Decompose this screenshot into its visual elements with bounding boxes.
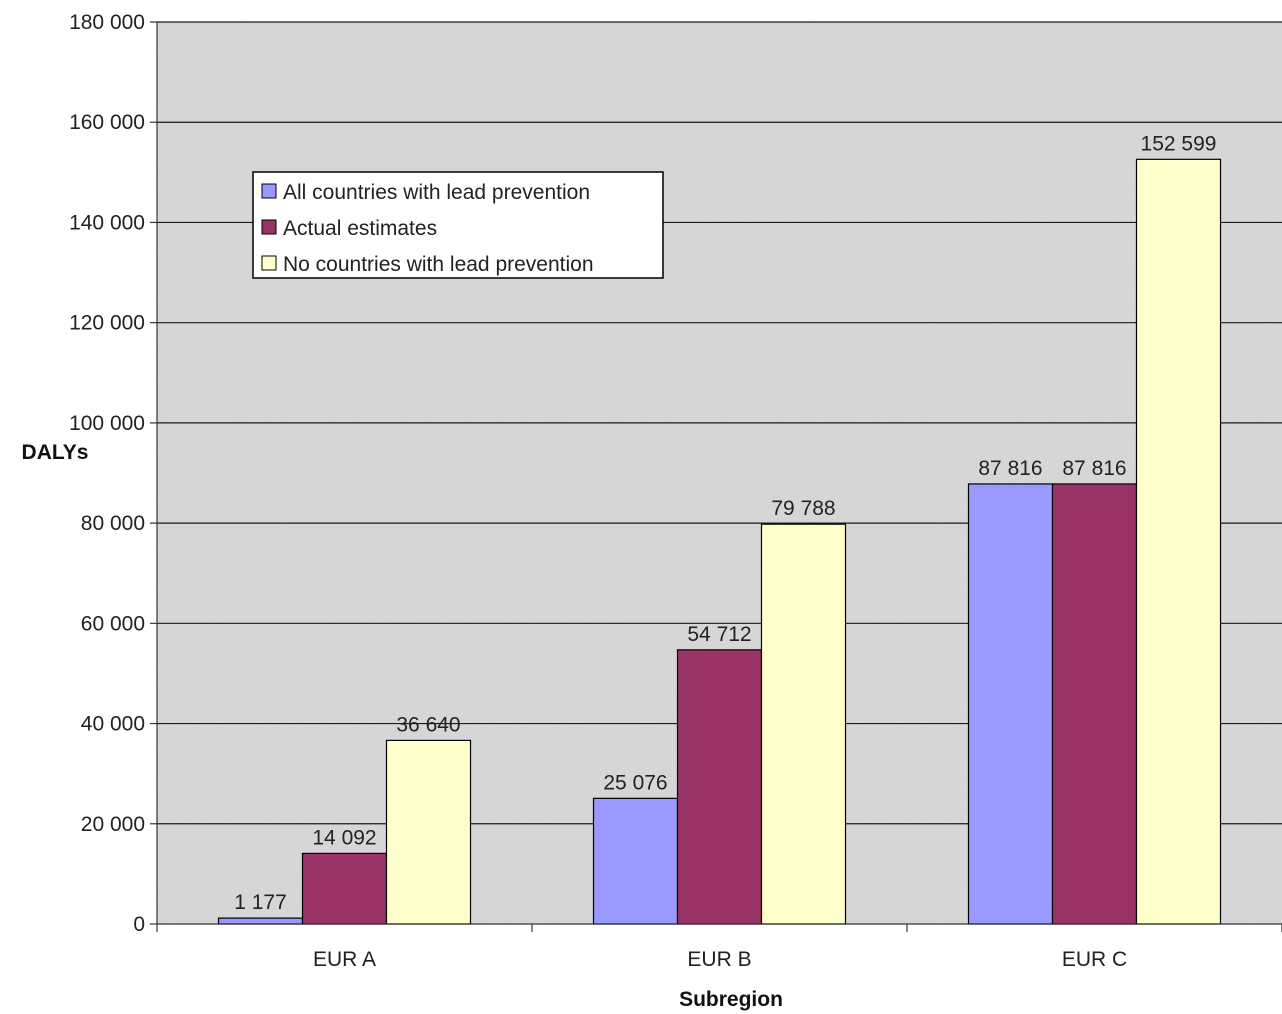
data-label: 36 640 (396, 713, 460, 736)
x-axis-title: Subregion (679, 988, 783, 1011)
data-label: 87 816 (978, 457, 1042, 480)
legend-label: All countries with lead prevention (283, 181, 590, 204)
bar (967, 483, 1054, 925)
y-tick-label: 20 000 (81, 813, 145, 836)
y-tick-label: 180 000 (69, 11, 145, 34)
bar (1051, 483, 1138, 925)
bar (385, 739, 472, 925)
y-tick-label: 140 000 (69, 211, 145, 234)
y-tick-label: 0 (133, 913, 145, 936)
y-tick-label: 60 000 (81, 612, 145, 635)
x-tick-label: EUR A (313, 948, 376, 971)
data-label: 25 076 (603, 771, 667, 794)
data-label: 1 177 (234, 891, 287, 914)
data-label: 54 712 (687, 623, 751, 646)
data-labels: 1 177 14 092 36 640 25 076 54 712 79 788 87 81… (234, 132, 1216, 914)
y-tick-label: 80 000 (81, 512, 145, 535)
x-tick-labels: EUR A EUR B EUR C (313, 948, 1127, 971)
axes (150, 21, 1282, 932)
y-tick-labels: 0 20 000 40 000 60 000 80 000 100 000 120 000 1… (69, 11, 145, 936)
legend-swatch (261, 255, 277, 271)
legend-label: Actual estimates (283, 217, 437, 240)
bar (760, 523, 847, 925)
legend-swatch (261, 183, 277, 199)
data-label: 14 092 (312, 826, 376, 849)
bar (592, 797, 679, 925)
y-tick-label: 120 000 (69, 312, 145, 335)
data-label: 152 599 (1141, 132, 1217, 155)
data-label: 79 788 (771, 497, 835, 520)
bar (676, 649, 763, 925)
data-label: 87 816 (1062, 457, 1126, 480)
legend-label: No countries with lead prevention (283, 253, 594, 276)
legend: All countries with lead prevention Actual… (252, 171, 664, 279)
y-tick-label: 160 000 (69, 111, 145, 134)
y-tick-label: 40 000 (81, 713, 145, 736)
bars (217, 158, 1222, 925)
x-tick-label: EUR B (687, 948, 751, 971)
y-tick-label: 100 000 (69, 412, 145, 435)
bar (1135, 158, 1222, 925)
bar (301, 852, 388, 925)
y-axis-title: DALYs (22, 441, 89, 464)
legend-swatch (261, 219, 277, 235)
bar (217, 917, 304, 925)
x-tick-label: EUR C (1062, 948, 1127, 971)
